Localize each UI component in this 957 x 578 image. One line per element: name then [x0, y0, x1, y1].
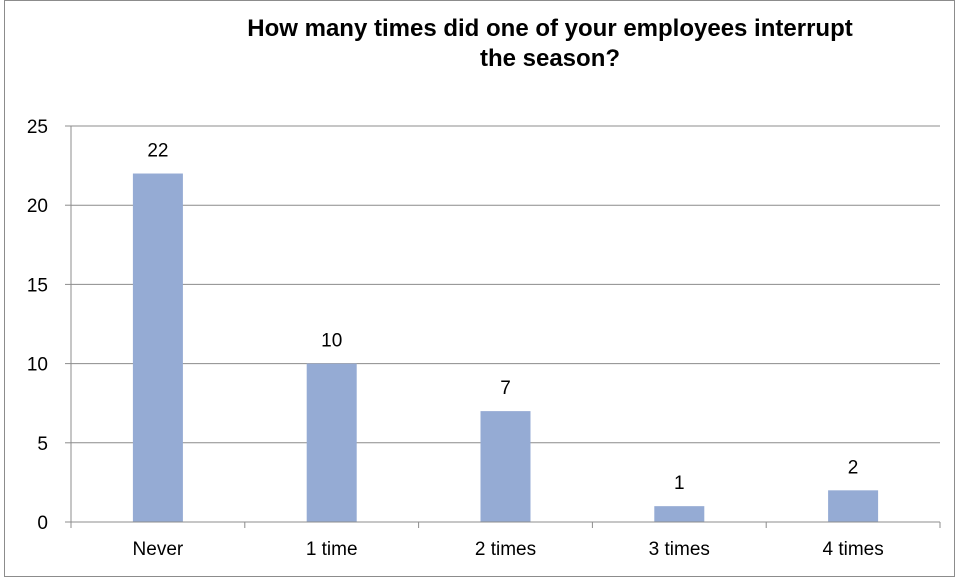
chart-title-line-1: How many times did one of your employees… [247, 15, 853, 42]
y-tick-label: 20 [27, 196, 48, 217]
bar-2-times [480, 411, 531, 522]
axes [65, 125, 941, 528]
bar-1-time [306, 363, 357, 522]
labels: 0 5 10 15 20 25 22 Never 10 1 time 7 2 times 1 3 time… [27, 117, 884, 560]
data-label: 22 [147, 141, 168, 162]
data-label: 10 [321, 331, 342, 352]
data-label: 1 [674, 473, 685, 494]
gridlines [71, 125, 940, 444]
y-tick-label: 10 [27, 355, 48, 376]
bars [132, 173, 879, 522]
chart-title-line-2: the season? [479, 45, 621, 72]
bar-4-times [828, 490, 879, 522]
y-tick-label: 15 [27, 275, 48, 296]
x-tick-label: 3 times [649, 539, 710, 560]
y-tick-label: 25 [27, 117, 48, 138]
x-tick-label: 2 times [475, 539, 536, 560]
y-tick-label: 5 [37, 434, 48, 455]
bar-3-times [654, 506, 705, 522]
y-tick-label: 0 [37, 513, 48, 534]
x-tick-label: Never [133, 539, 184, 560]
bar-never [132, 173, 183, 522]
data-label: 7 [500, 378, 511, 399]
x-tick-label: 1 time [306, 539, 358, 560]
chart-title: How many times did one of your employees… [140, 14, 957, 74]
data-label: 2 [848, 457, 859, 478]
x-tick-label: 4 times [822, 539, 883, 560]
